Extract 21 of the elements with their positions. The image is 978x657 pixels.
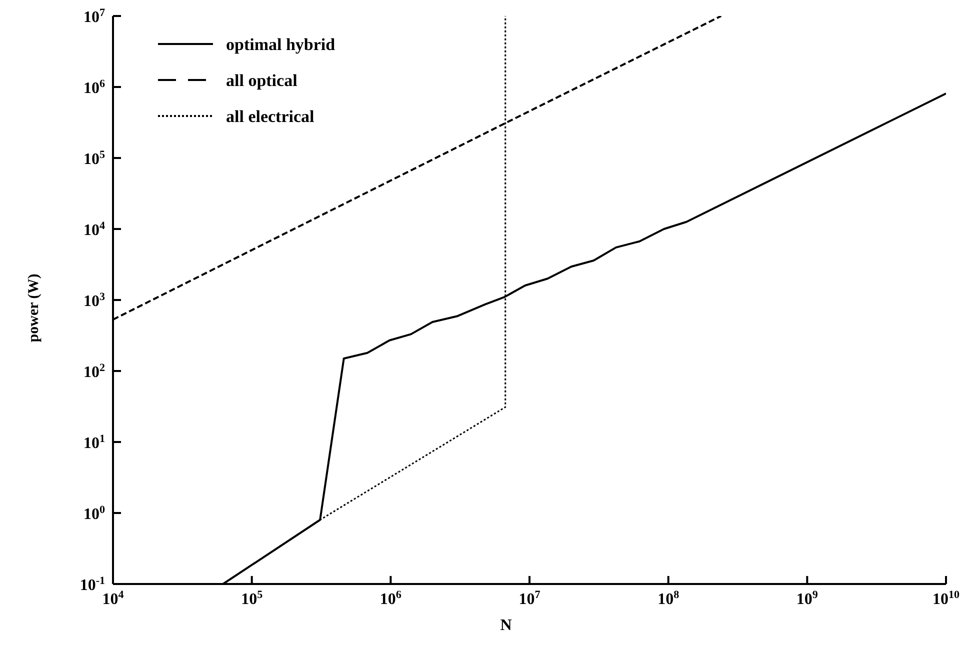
y-tick-label: 10$^{7}$ xyxy=(84,7,106,26)
y-tick-label: 10$^{-1}$ xyxy=(80,575,105,594)
x-tick-label: 10$^{5}$ xyxy=(241,589,264,608)
y-tick-label: 10$^{2}$ xyxy=(84,362,106,381)
x-tick-label: 10$^{9}$ xyxy=(796,589,818,608)
x-tick-label: 10$^{8}$ xyxy=(658,589,680,608)
y-tick-label: 10$^{5}$ xyxy=(84,149,106,168)
x-axis-title: N xyxy=(500,617,512,634)
y-tick-label: 10$^{3}$ xyxy=(84,291,106,310)
legend-label: optimal hybrid xyxy=(226,35,336,54)
legend-label: all electrical xyxy=(226,107,315,126)
legend-label: all optical xyxy=(226,71,298,90)
y-tick-label: 10$^{4}$ xyxy=(84,220,106,239)
x-tick-label: 10$^{6}$ xyxy=(380,589,402,608)
x-tick-label: 10$^{10}$ xyxy=(932,589,960,608)
y-tick-label: 10$^{1}$ xyxy=(84,433,105,452)
x-tick-label: 10$^{4}$ xyxy=(102,589,124,608)
y-tick-label: 10$^{6}$ xyxy=(84,78,106,97)
x-tick-label: 10$^{7}$ xyxy=(518,589,541,608)
y-axis-title: power (W) xyxy=(26,274,42,342)
y-tick-label: 10$^{0}$ xyxy=(84,504,106,523)
